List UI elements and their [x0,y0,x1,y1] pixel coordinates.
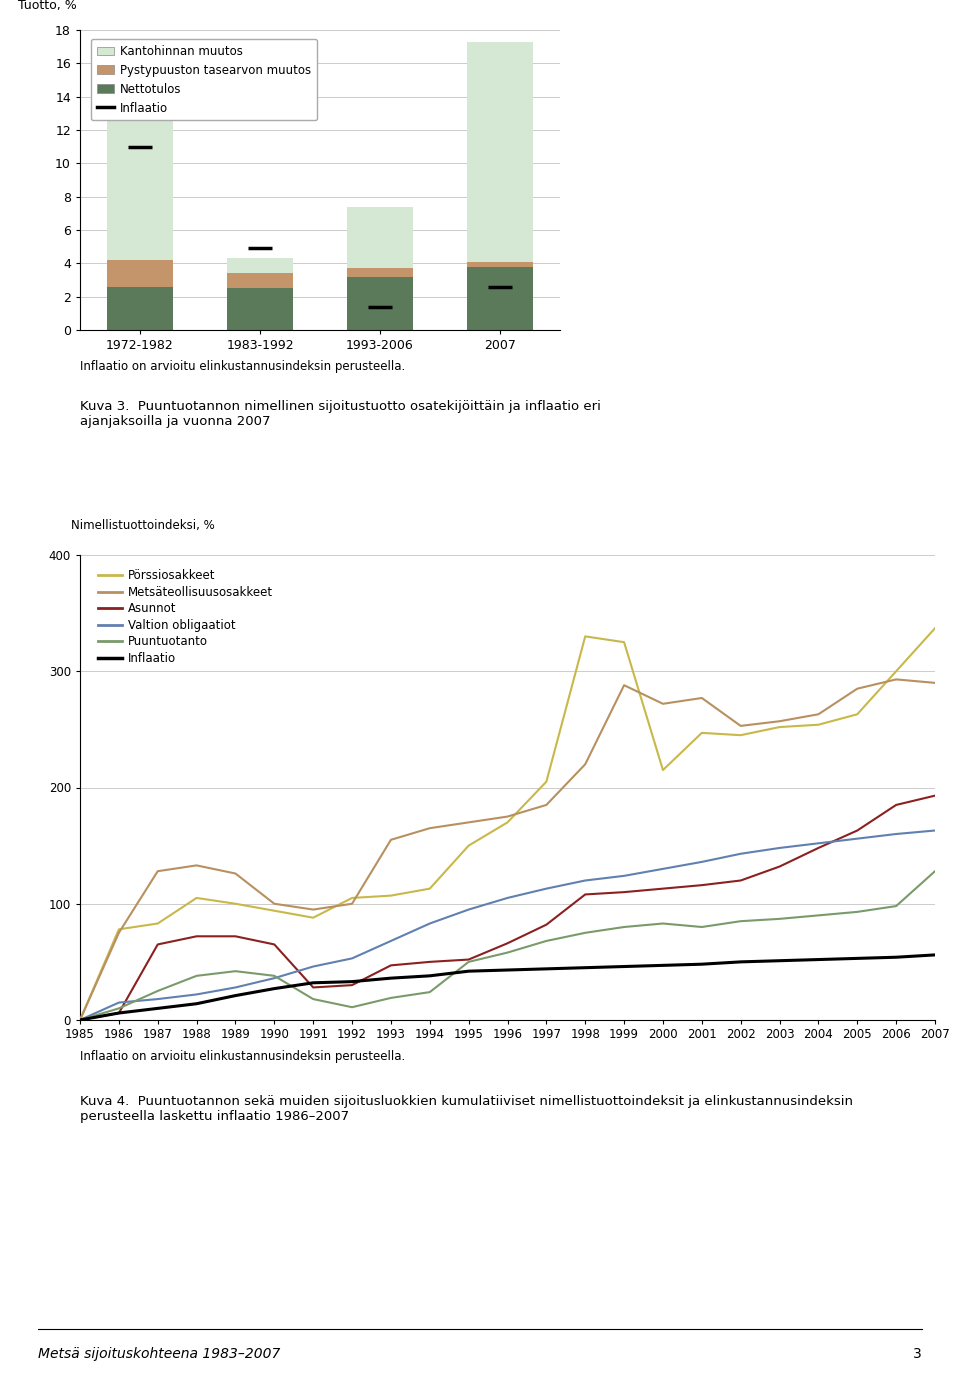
Legend: Kantohinnan muutos, Pystypuuston tasearvon muutos, Nettotulos, Inflaatio: Kantohinnan muutos, Pystypuuston tasearv… [90,39,317,121]
Text: Inflaatio on arvioitu elinkustannusindeksin perusteella.: Inflaatio on arvioitu elinkustannusindek… [80,361,405,373]
Text: Tuotto, %: Tuotto, % [17,0,77,12]
Text: 3: 3 [913,1347,922,1361]
Bar [107,287,173,330]
Bar [107,64,173,259]
Text: Nimellistuottoindeksi, %: Nimellistuottoindeksi, % [71,519,215,531]
Bar [347,268,413,276]
Text: Inflaatio on arvioitu elinkustannusindeksin perusteella.: Inflaatio on arvioitu elinkustannusindek… [80,1050,405,1062]
Bar [347,207,413,268]
Bar [467,266,533,330]
Bar [467,42,533,262]
Text: Kuva 4.  Puuntuotannon sekä muiden sijoitusluokkien kumulatiiviset nimellistuott: Kuva 4. Puuntuotannon sekä muiden sijoit… [80,1094,853,1123]
Bar [227,288,293,330]
Bar [227,258,293,273]
Bar [107,259,173,287]
Bar [467,262,533,266]
Bar [347,276,413,330]
Text: Kuva 3.  Puuntuotannon nimellinen sijoitustuotto osatekijöittäin ja inflaatio er: Kuva 3. Puuntuotannon nimellinen sijoitu… [80,399,601,429]
Bar [227,273,293,288]
Legend: Pörssiosakkeet, Metsäteollisuusosakkeet, Asunnot, Valtion obligaatiot, Puuntuota: Pörssiosakkeet, Metsäteollisuusosakkeet,… [94,566,276,669]
Text: Metsä sijoituskohteena 1983–2007: Metsä sijoituskohteena 1983–2007 [38,1347,280,1361]
